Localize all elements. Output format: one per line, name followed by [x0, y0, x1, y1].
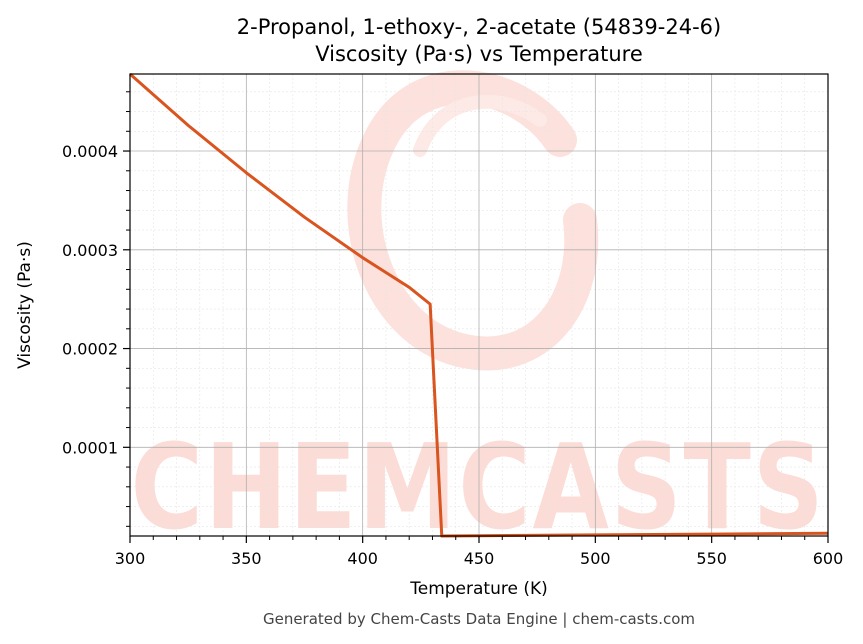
- x-tick-label: 450: [464, 549, 495, 568]
- x-tick-label: 350: [231, 549, 262, 568]
- x-tick-label: 400: [347, 549, 378, 568]
- x-axis-ticks: 300 350 400 450 500 550 600: [115, 536, 844, 568]
- y-axis-ticks: 0.0001 0.0002 0.0003 0.0004: [62, 91, 130, 527]
- x-tick-label: 500: [580, 549, 611, 568]
- y-axis-label: Viscosity (Pa·s): [15, 241, 35, 369]
- y-tick-label: 0.0002: [62, 340, 118, 359]
- watermark: CHEMCASTS: [131, 70, 824, 556]
- footer-credit: Generated by Chem-Casts Data Engine | ch…: [263, 610, 695, 628]
- x-tick-label: 600: [813, 549, 844, 568]
- chart-subtitle: Viscosity (Pa·s) vs Temperature: [315, 42, 643, 66]
- x-tick-label: 300: [115, 549, 146, 568]
- x-tick-label: 550: [696, 549, 727, 568]
- viscosity-series-line: [129, 72, 829, 538]
- y-tick-label: 0.0003: [62, 241, 118, 260]
- y-tick-label: 0.0004: [62, 142, 118, 161]
- y-tick-label: 0.0001: [62, 438, 118, 457]
- series-layer: [129, 72, 829, 538]
- chart-title: 2-Propanol, 1-ethoxy-, 2-acetate (54839-…: [237, 15, 721, 39]
- x-axis-label: Temperature (K): [409, 579, 548, 599]
